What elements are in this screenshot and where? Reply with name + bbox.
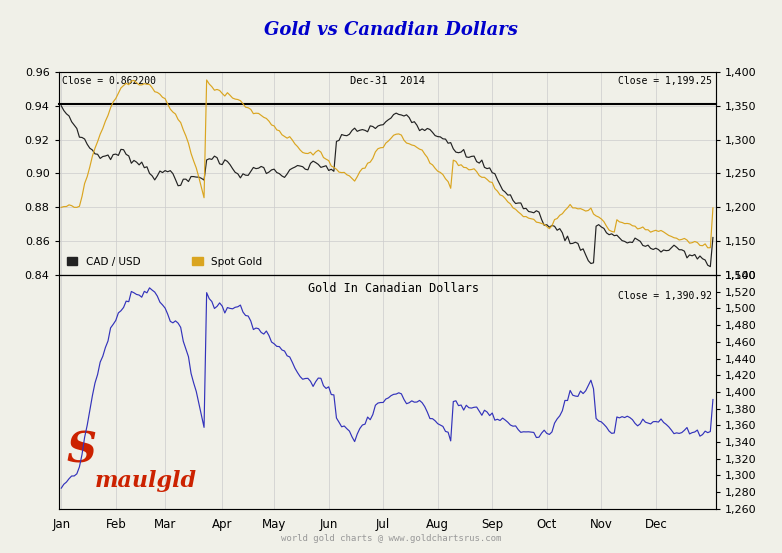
Legend: CAD / USD, Spot Gold: CAD / USD, Spot Gold <box>64 254 265 270</box>
Text: S: S <box>66 429 96 471</box>
Text: Dec-31  2014: Dec-31 2014 <box>350 76 425 86</box>
Text: Close = 0.862200: Close = 0.862200 <box>62 76 156 86</box>
Text: world gold charts @ www.goldchartsrus.com: world gold charts @ www.goldchartsrus.co… <box>281 534 501 543</box>
Text: Gold In Canadian Dollars: Gold In Canadian Dollars <box>308 282 479 295</box>
Text: Gold vs Canadian Dollars: Gold vs Canadian Dollars <box>264 22 518 39</box>
Text: Close = 1,390.92: Close = 1,390.92 <box>619 291 712 301</box>
Text: maulgld: maulgld <box>95 471 197 492</box>
Text: Close = 1,199.25: Close = 1,199.25 <box>619 76 712 86</box>
